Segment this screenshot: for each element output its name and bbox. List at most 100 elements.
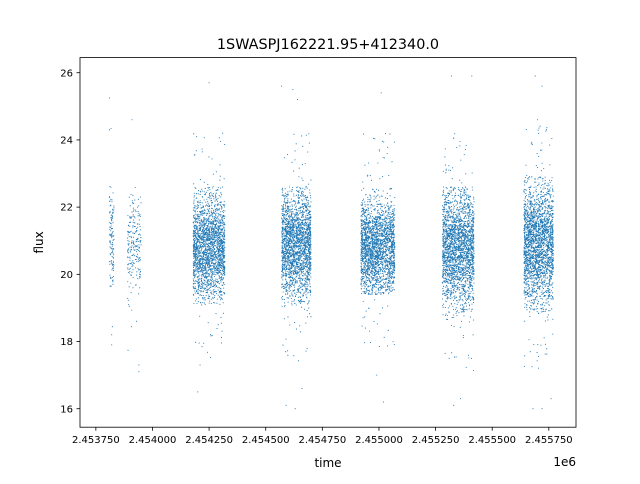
data-point — [221, 252, 223, 254]
data-point — [286, 233, 288, 235]
data-point — [223, 273, 225, 275]
data-point — [301, 255, 303, 257]
data-point — [220, 260, 222, 262]
data-point — [111, 208, 114, 210]
data-point — [201, 304, 203, 306]
data-point — [129, 250, 131, 252]
data-point — [215, 196, 217, 198]
data-point — [289, 208, 291, 211]
data-point — [213, 258, 215, 260]
data-point — [136, 253, 138, 255]
data-point — [296, 216, 298, 218]
data-point — [300, 231, 302, 233]
data-point — [286, 237, 288, 239]
data-point — [212, 217, 214, 219]
data-point — [283, 232, 285, 234]
data-point — [140, 237, 142, 239]
data-point — [292, 186, 294, 189]
data-point — [296, 239, 298, 241]
data-point — [301, 232, 303, 234]
data-point — [296, 219, 299, 221]
data-point — [300, 271, 302, 273]
data-point — [218, 275, 221, 277]
data-point — [288, 290, 290, 292]
data-point — [132, 207, 134, 209]
data-point — [198, 253, 200, 255]
data-point — [193, 280, 195, 282]
data-point — [108, 97, 110, 99]
data-point — [207, 217, 209, 219]
data-point — [212, 186, 214, 188]
data-point — [287, 222, 289, 224]
data-point — [219, 250, 221, 252]
data-point — [283, 157, 285, 159]
data-point — [133, 246, 135, 248]
data-point — [194, 233, 196, 235]
data-point — [281, 250, 283, 252]
data-point — [289, 271, 291, 274]
data-point — [292, 270, 294, 272]
data-point — [287, 198, 289, 200]
data-point — [374, 292, 376, 294]
data-point — [212, 262, 214, 264]
data-point — [206, 254, 208, 256]
data-point — [210, 277, 212, 279]
data-point — [194, 292, 196, 294]
data-point — [204, 261, 206, 263]
data-point — [194, 250, 196, 252]
data-point — [202, 267, 204, 269]
data-point — [305, 134, 307, 136]
data-point — [194, 206, 196, 208]
data-point — [214, 273, 216, 275]
data-point — [204, 187, 206, 189]
data-point — [286, 195, 288, 197]
data-point — [291, 204, 293, 206]
data-point — [211, 273, 213, 276]
data-point — [306, 226, 308, 228]
data-point — [294, 150, 296, 152]
data-point — [129, 231, 131, 233]
data-point — [305, 215, 307, 217]
data-point — [302, 285, 304, 287]
data-point — [205, 253, 207, 255]
data-point — [292, 227, 294, 229]
data-point — [202, 235, 204, 237]
data-point — [287, 223, 290, 226]
data-point — [305, 283, 307, 286]
data-point — [219, 179, 221, 181]
data-point — [220, 194, 223, 196]
data-point — [294, 240, 296, 242]
data-point — [219, 232, 221, 234]
data-point — [223, 244, 225, 246]
data-point — [222, 216, 225, 218]
data-point — [202, 274, 204, 276]
data-point — [216, 227, 218, 229]
data-point — [194, 286, 196, 288]
data-point — [212, 234, 214, 237]
data-point — [296, 274, 298, 276]
data-point — [130, 235, 132, 237]
data-point — [302, 273, 304, 275]
data-point — [208, 294, 210, 296]
data-point — [298, 176, 300, 178]
data-point — [283, 216, 285, 218]
data-point — [292, 88, 294, 91]
data-point — [218, 254, 220, 256]
data-point — [203, 240, 205, 242]
data-point — [193, 196, 195, 198]
data-point — [198, 252, 200, 254]
data-point — [200, 264, 202, 266]
data-point — [291, 270, 293, 272]
data-point — [292, 246, 294, 248]
data-point — [290, 272, 292, 274]
data-point — [223, 221, 225, 223]
data-point — [285, 268, 288, 270]
data-point — [282, 210, 284, 212]
data-point — [303, 284, 305, 286]
data-point — [199, 200, 201, 202]
data-point — [302, 267, 304, 269]
data-point — [221, 206, 223, 208]
data-point — [201, 346, 203, 348]
data-point — [214, 232, 216, 234]
data-point — [309, 189, 311, 191]
